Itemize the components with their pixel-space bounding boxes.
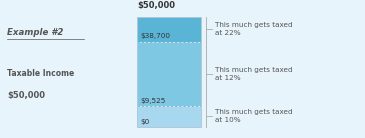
Text: Example #2: Example #2	[7, 28, 64, 37]
Text: This much gets taxed
at 10%: This much gets taxed at 10%	[215, 109, 293, 124]
Bar	[137, 17, 201, 127]
Text: $0: $0	[141, 119, 150, 125]
Text: $50,000: $50,000	[137, 1, 175, 10]
Text: $38,700: $38,700	[141, 33, 170, 39]
Bar	[137, 42, 201, 106]
Text: $50,000: $50,000	[7, 91, 45, 100]
Bar	[137, 17, 201, 42]
Bar	[137, 106, 201, 127]
Text: Taxable Income: Taxable Income	[7, 69, 74, 78]
Text: This much gets taxed
at 12%: This much gets taxed at 12%	[215, 67, 293, 81]
Text: $9,525: $9,525	[141, 98, 166, 104]
Text: This much gets taxed
at 22%: This much gets taxed at 22%	[215, 22, 293, 36]
